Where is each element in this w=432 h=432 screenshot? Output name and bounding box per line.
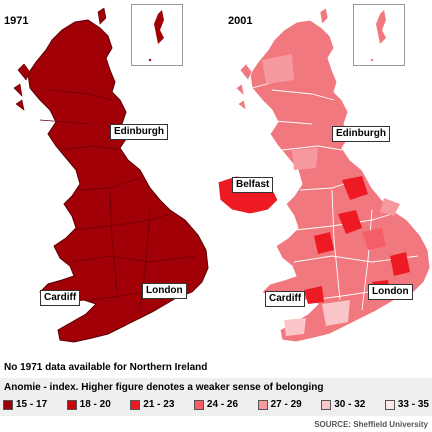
city-label-edinburgh-1971: Edinburgh <box>110 124 168 140</box>
map-drawing <box>13 7 431 343</box>
legend-label: 21 - 23 <box>143 399 175 410</box>
legend-item: 24 - 26 <box>193 399 239 410</box>
map-1971 <box>13 7 209 343</box>
map-2001 <box>235 7 431 343</box>
year-label-2001: 2001 <box>228 15 253 27</box>
legend-item: 30 - 32 <box>321 399 365 410</box>
legend-label: 24 - 26 <box>206 399 239 410</box>
year-label-1971: 1971 <box>4 15 29 27</box>
shetland-inset-2001 <box>353 4 405 66</box>
legend-item: 33 - 35 <box>384 399 429 410</box>
legend-title: Anomie - index. Higher figure denotes a … <box>4 382 324 393</box>
legend-item: 27 - 29 <box>257 399 302 410</box>
city-label-london-1971: London <box>142 283 187 299</box>
city-label-edinburgh-2001: Edinburgh <box>332 126 390 142</box>
legend-items: 15 - 17 18 - 20 21 - 23 24 - 26 27 - 29 … <box>3 399 429 410</box>
legend-swatch <box>130 399 141 410</box>
legend-item: 18 - 20 <box>66 399 111 410</box>
legend-label: 15 - 17 <box>16 399 48 410</box>
city-label-cardiff-1971: Cardiff <box>40 290 81 306</box>
no-data-note: No 1971 data available for Northern Irel… <box>4 362 208 373</box>
shetland-inset-1971 <box>131 4 183 66</box>
city-label-cardiff-2001: Cardiff <box>265 291 306 307</box>
legend-swatch <box>66 399 77 410</box>
city-label-london-2001: London <box>368 284 413 300</box>
source-credit: SOURCE: Sheffield University <box>314 420 428 429</box>
legend-swatch <box>3 399 13 410</box>
legend-swatch <box>384 399 395 410</box>
legend-item: 21 - 23 <box>130 399 174 410</box>
legend-label: 30 - 32 <box>334 399 366 410</box>
legend-swatch <box>321 399 332 410</box>
legend-label: 27 - 29 <box>270 399 302 410</box>
legend-swatch <box>193 399 204 410</box>
legend-item: 15 - 17 <box>3 399 47 410</box>
legend-label: 18 - 20 <box>79 399 111 410</box>
shetland-inset-1971-shape <box>148 10 164 62</box>
legend: Anomie - index. Higher figure denotes a … <box>0 378 432 416</box>
legend-swatch <box>257 399 268 410</box>
legend-label: 33 - 35 <box>397 399 429 410</box>
city-label-belfast-2001: Belfast <box>232 177 274 193</box>
shetland-inset-2001-shape <box>370 10 386 62</box>
